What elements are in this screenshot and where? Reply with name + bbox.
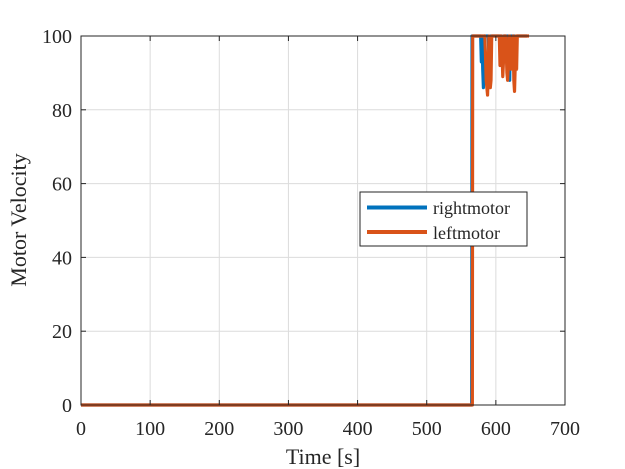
series-line-leftmotor <box>81 34 530 407</box>
x-tick-label: 100 <box>135 418 165 440</box>
x-tick-label: 700 <box>550 418 580 440</box>
x-tick-label: 300 <box>273 418 303 440</box>
y-tick-label: 60 <box>52 174 72 196</box>
x-tick-label: 200 <box>204 418 234 440</box>
x-axis-label: Time [s] <box>286 444 360 469</box>
y-axis-label: Motor Velocity <box>6 153 31 286</box>
tick-labels: 0 100 200 300 400 500 600 700 0 20 40 60 80 100 <box>42 26 580 440</box>
y-tick-label: 0 <box>62 395 72 417</box>
y-tick-label: 80 <box>52 100 72 122</box>
y-tick-label: 100 <box>42 26 72 48</box>
axis-ticks <box>80 35 566 406</box>
plot-frame <box>80 35 566 406</box>
x-tick-label: 600 <box>481 418 511 440</box>
y-tick-label: 40 <box>52 247 72 269</box>
x-tick-label: 0 <box>76 418 86 440</box>
legend: rightmotor leftmotor <box>359 191 528 247</box>
y-tick-label: 20 <box>52 321 72 343</box>
legend-label-leftmotor: leftmotor <box>433 223 500 243</box>
legend-label-rightmotor: rightmotor <box>433 198 510 218</box>
legend-box <box>359 191 528 247</box>
x-tick-label: 500 <box>412 418 442 440</box>
x-tick-label: 400 <box>343 418 373 440</box>
